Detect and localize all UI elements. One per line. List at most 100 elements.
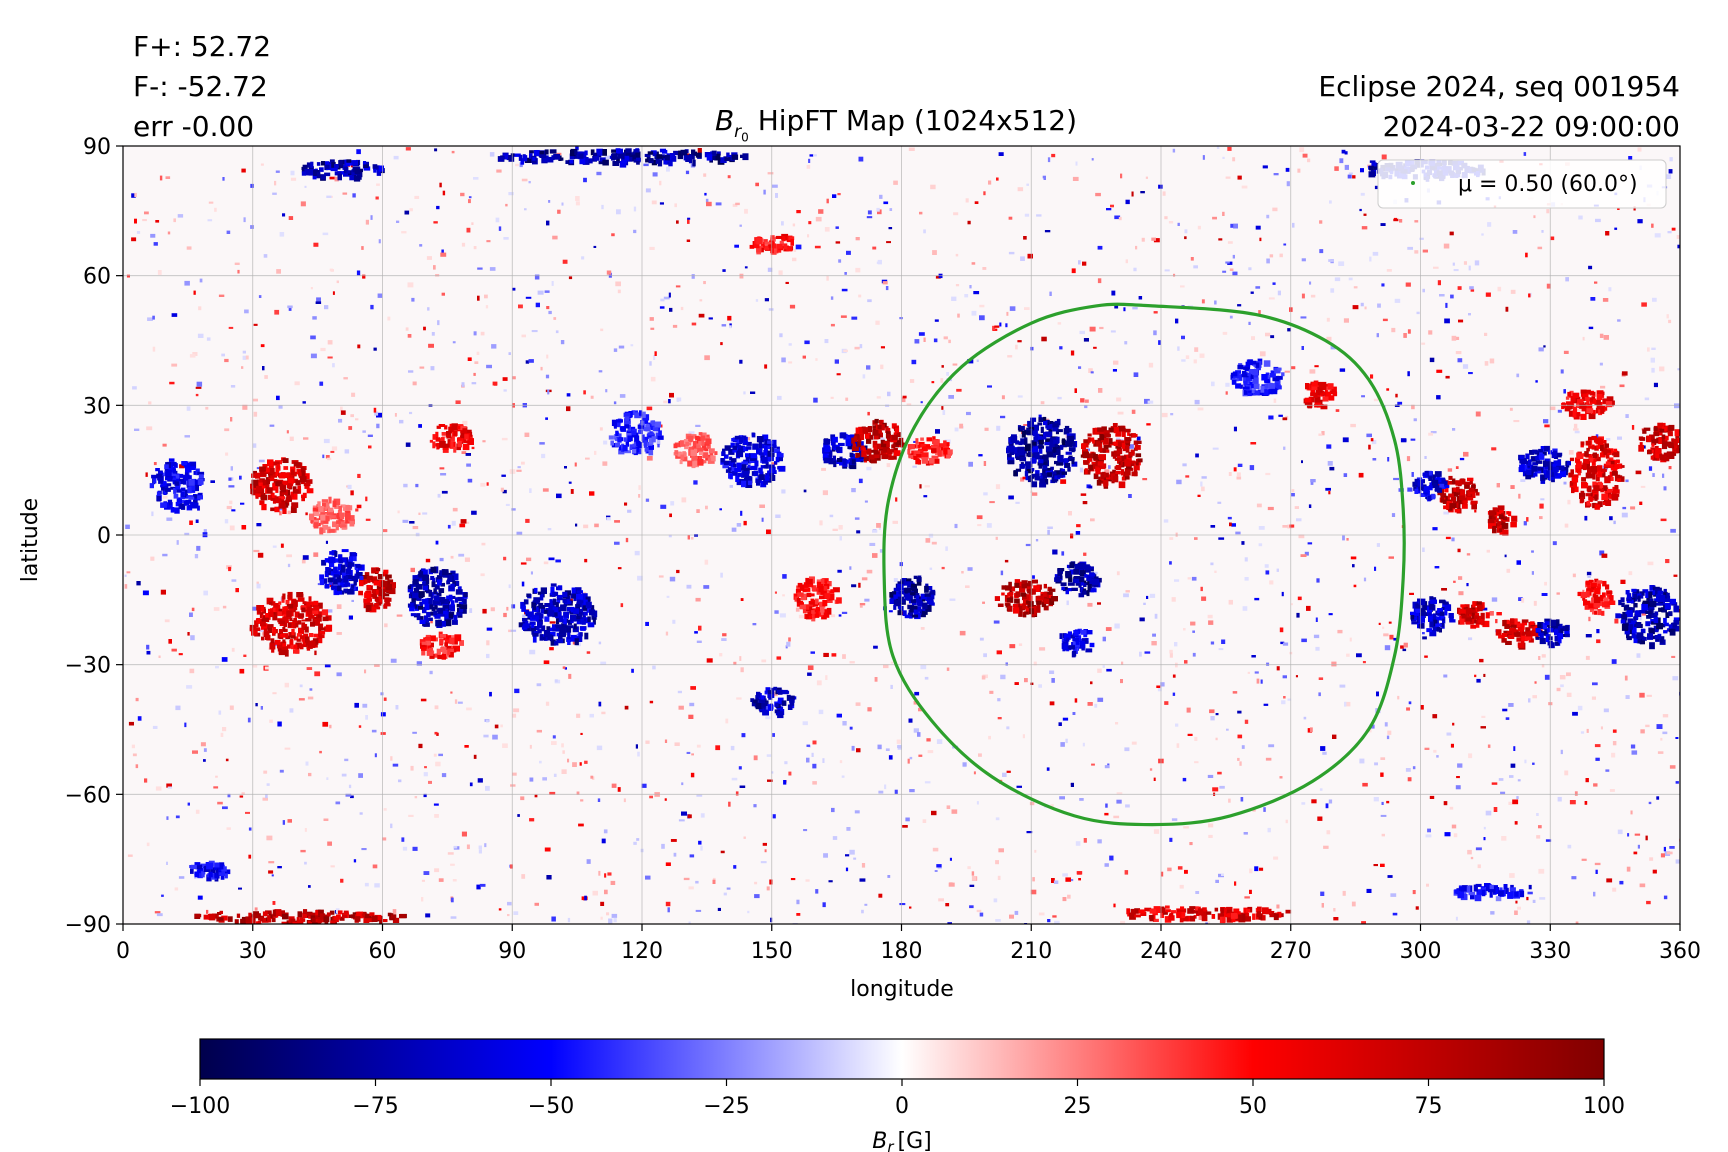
field-speckle xyxy=(659,306,665,309)
field-speckle xyxy=(700,845,703,851)
field-speckle xyxy=(484,294,488,299)
field-speckle xyxy=(1603,708,1609,713)
field-speckle xyxy=(1458,319,1464,323)
field-speckle xyxy=(1380,223,1386,226)
field-speckle xyxy=(1457,548,1461,553)
field-speckle xyxy=(239,795,244,798)
field-speckle xyxy=(959,423,964,429)
field-speckle xyxy=(242,355,247,360)
field-speckle xyxy=(136,231,141,234)
active-region-pixel xyxy=(706,444,711,449)
field-speckle xyxy=(1239,761,1242,766)
active-region-pixel xyxy=(433,588,437,594)
field-speckle xyxy=(1323,845,1329,849)
field-speckle xyxy=(1276,904,1280,909)
field-speckle xyxy=(215,665,219,669)
field-speckle xyxy=(941,566,945,570)
active-region-pixel xyxy=(1132,433,1138,438)
active-region-pixel xyxy=(567,625,574,629)
field-speckle xyxy=(844,272,847,275)
field-speckle xyxy=(597,798,601,802)
field-speckle xyxy=(262,366,265,371)
field-speckle xyxy=(392,909,397,914)
field-speckle xyxy=(1457,286,1462,290)
active-region-pixel xyxy=(548,606,555,612)
field-speckle xyxy=(689,854,695,858)
active-region-pixel xyxy=(369,606,377,613)
field-speckle xyxy=(1282,675,1287,679)
field-speckle xyxy=(289,708,294,713)
active-region-pixel xyxy=(1013,470,1018,477)
field-speckle xyxy=(1233,223,1238,229)
field-speckle xyxy=(1645,835,1648,841)
field-speckle xyxy=(512,376,516,380)
active-region-pixel xyxy=(764,475,770,481)
field-speckle xyxy=(469,782,473,787)
active-region-pixel xyxy=(275,604,281,612)
field-speckle xyxy=(501,437,508,441)
field-speckle xyxy=(1343,473,1348,477)
field-speckle xyxy=(890,684,893,689)
field-speckle xyxy=(450,897,454,903)
active-region-pixel xyxy=(336,574,341,581)
field-speckle xyxy=(384,623,388,628)
field-speckle xyxy=(995,860,999,865)
field-speckle xyxy=(213,607,220,611)
field-speckle xyxy=(1656,724,1663,729)
field-speckle xyxy=(981,675,986,680)
field-speckle xyxy=(557,209,561,214)
active-region-pixel xyxy=(891,449,895,453)
field-speckle xyxy=(1208,834,1213,838)
field-speckle xyxy=(895,497,898,502)
field-speckle xyxy=(1121,661,1124,665)
field-speckle xyxy=(1060,479,1067,484)
field-speckle xyxy=(649,317,654,321)
active-region-pixel xyxy=(866,438,872,444)
field-speckle xyxy=(327,841,332,846)
field-speckle xyxy=(252,664,258,668)
field-speckle xyxy=(476,884,481,890)
field-speckle xyxy=(853,857,857,860)
field-speckle xyxy=(1596,639,1601,644)
field-speckle xyxy=(1388,621,1392,624)
field-speckle xyxy=(429,439,433,443)
field-speckle xyxy=(1120,679,1123,684)
active-region-pixel xyxy=(921,457,929,464)
active-region-pixel xyxy=(179,478,184,485)
field-speckle xyxy=(1115,722,1119,725)
field-speckle xyxy=(260,163,264,166)
field-speckle xyxy=(703,585,710,589)
field-speckle xyxy=(690,772,695,778)
field-speckle xyxy=(473,246,477,250)
active-region-pixel xyxy=(1112,469,1116,474)
active-region-pixel xyxy=(725,469,730,473)
active-region-pixel xyxy=(456,603,462,608)
active-region-pixel xyxy=(1067,467,1071,472)
active-region-pixel xyxy=(426,611,431,618)
field-speckle xyxy=(1176,479,1182,485)
field-speckle xyxy=(186,406,191,411)
active-region-pixel xyxy=(613,434,619,440)
field-speckle xyxy=(506,606,509,611)
field-speckle xyxy=(1070,879,1074,882)
field-speckle xyxy=(128,721,134,726)
field-speckle xyxy=(1258,543,1263,547)
active-region-pixel xyxy=(447,439,451,444)
field-speckle xyxy=(1272,207,1278,212)
active-region-pixel xyxy=(168,466,176,473)
field-speckle xyxy=(227,793,231,798)
active-region-pixel xyxy=(931,455,939,459)
field-speckle xyxy=(638,494,641,498)
field-speckle xyxy=(664,739,668,743)
field-speckle xyxy=(795,244,802,250)
active-region-pixel xyxy=(266,634,271,641)
field-speckle xyxy=(1528,884,1532,890)
field-speckle xyxy=(1169,537,1174,540)
field-speckle xyxy=(1008,251,1015,255)
active-region-pixel xyxy=(756,482,760,486)
active-region-pixel xyxy=(444,642,448,647)
field-speckle xyxy=(1415,906,1419,910)
field-speckle xyxy=(574,462,577,467)
active-region-pixel xyxy=(167,499,173,505)
field-speckle xyxy=(1023,424,1029,426)
